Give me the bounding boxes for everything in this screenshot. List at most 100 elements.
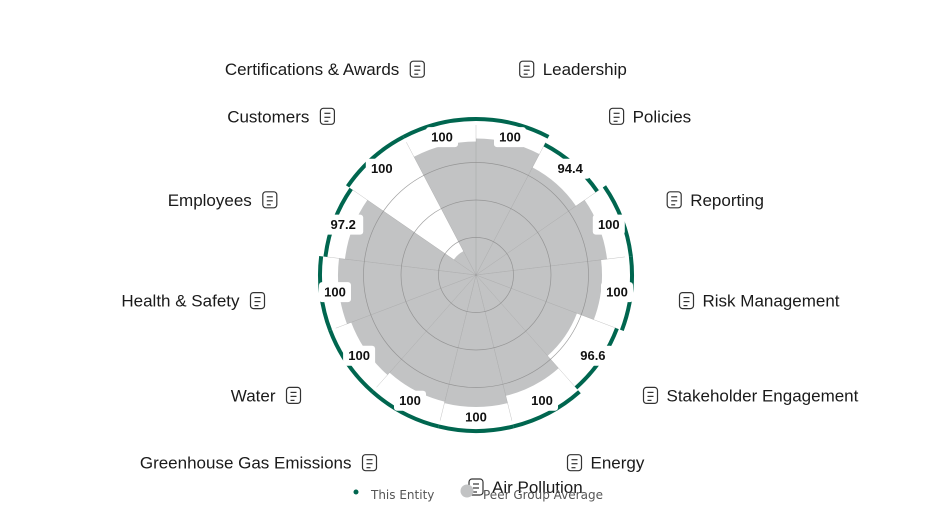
legend-entity-label: This Entity [370,488,434,502]
category-label-leadership: Leadership [543,60,627,79]
peer-sector-water [351,275,476,375]
grid-spoke [475,189,600,276]
value-label-bg [426,127,458,148]
value-label-certifications-and-awards: 100 [426,127,458,148]
value-label-risk-management: 100 [601,282,633,303]
grid-spoke [439,274,477,421]
grid-spoke [335,274,477,329]
category-label-energy: Energy [591,454,645,473]
entity-arc-energy [512,390,581,429]
value-label-text: 100 [606,285,628,300]
value-label-leadership: 100 [494,127,526,148]
peer-sector-customers [453,251,476,275]
peer-sector-greenhouse-gas-emissions [389,275,476,402]
peer-sector-stakeholder-engagement [476,275,577,356]
legend-peer-label: Peer Group Average [483,488,603,502]
value-label-bg [343,345,376,366]
grid-spoke [475,256,625,276]
category-label-employees: Employees [168,191,252,210]
value-label-reporting: 100 [592,214,625,235]
value-label-text: 100 [598,217,620,232]
category-label-air-pollution: Air Pollution [492,478,583,497]
value-label-bg [319,282,351,303]
grid-spoke [352,189,477,276]
value-label-bg [550,158,591,179]
value-label-text: 100 [431,130,453,145]
legend-entity-marker [353,489,359,495]
category-label-certifications-and-awards: Certifications & Awards [225,60,399,79]
greenhouse-gas-emissions-icon [361,454,378,472]
value-label-policies: 94.4 [550,158,591,179]
category-label-customers: Customers [227,107,309,126]
employees-icon [262,191,278,209]
stakeholder-engagement-icon [642,386,659,404]
value-label-air-pollution: 100 [460,407,492,427]
value-label-text: 100 [399,393,421,408]
grid-spoke [327,256,477,276]
grid-spoke [475,274,617,329]
value-label-bg [526,390,558,411]
category-label-policies: Policies [633,107,692,126]
legend: This Entity Peer Group Average [353,484,603,502]
value-label-bg [572,345,613,366]
value-label-bg [365,158,398,179]
policies-icon [608,107,625,125]
water-icon [285,386,302,404]
value-label-text: 94.4 [558,161,584,176]
grid-spoke [475,142,546,276]
grid-layer [327,125,625,421]
grid-spoke [406,142,477,276]
entity-arc-customers [345,135,405,188]
value-label-text: 100 [371,161,393,176]
category-label-greenhouse-gas-emissions: Greenhouse Gas Emissions [140,454,352,473]
value-label-text: 100 [531,393,553,408]
value-label-text: 100 [465,410,487,425]
value-label-employees: 97.2 [323,214,364,235]
category-label-health-and-safety: Health & Safety [121,292,240,311]
value-label-bg [460,407,492,427]
peer-sector-certifications-and-awards [413,141,476,275]
peer-sector-air-pollution [444,275,508,407]
value-label-bg [592,214,625,235]
certifications-awards-icon [409,60,425,78]
value-labels-layer: 100 94.4 100 100 96.6 100 100 100 100 100 97.2 100 1… [319,127,633,427]
category-label-stakeholder-engagement: Stakeholder Engagement [667,386,859,405]
grid-spoke [376,274,477,388]
grid-spoke [475,274,576,388]
category-label-water: Water [231,386,276,405]
peer-sector-policies [476,167,576,275]
health-safety-icon [249,292,266,310]
value-label-text: 100 [499,130,521,145]
value-label-customers: 100 [365,158,398,179]
sectors-layer [318,117,634,434]
value-label-text: 96.6 [580,348,605,363]
value-label-bg [394,390,426,411]
value-label-text: 100 [324,285,346,300]
risk-management-icon [678,292,695,310]
entity-arc-greenhouse-gas-emissions [371,390,440,429]
customers-icon [319,107,335,125]
value-label-bg [494,127,526,148]
legend-peer-marker [460,484,474,498]
category-label-reporting: Reporting [690,191,764,210]
entity-arc-air-pollution [438,424,514,434]
value-label-text: 100 [348,348,370,363]
grid-spoke [475,274,513,421]
energy-icon [566,454,583,472]
reporting-icon [666,191,682,209]
value-label-water: 100 [343,345,376,366]
category-label-risk-management: Risk Management [703,292,840,311]
value-label-energy: 100 [526,390,558,411]
value-label-bg [323,214,364,235]
value-label-health-and-safety: 100 [319,282,351,303]
peer-sector-health-and-safety [338,258,476,324]
value-label-text: 97.2 [331,217,356,232]
value-label-stakeholder-engagement: 96.6 [572,345,613,366]
peer-sector-risk-management [476,259,602,320]
value-label-bg [601,282,633,303]
value-label-greenhouse-gas-emissions: 100 [394,390,426,411]
category-labels-layer: Leadership Policies Reporting Risk Manageme… [121,60,858,497]
entity-arc-certifications-and-awards [402,117,477,139]
entity-arc-leadership [475,117,550,139]
